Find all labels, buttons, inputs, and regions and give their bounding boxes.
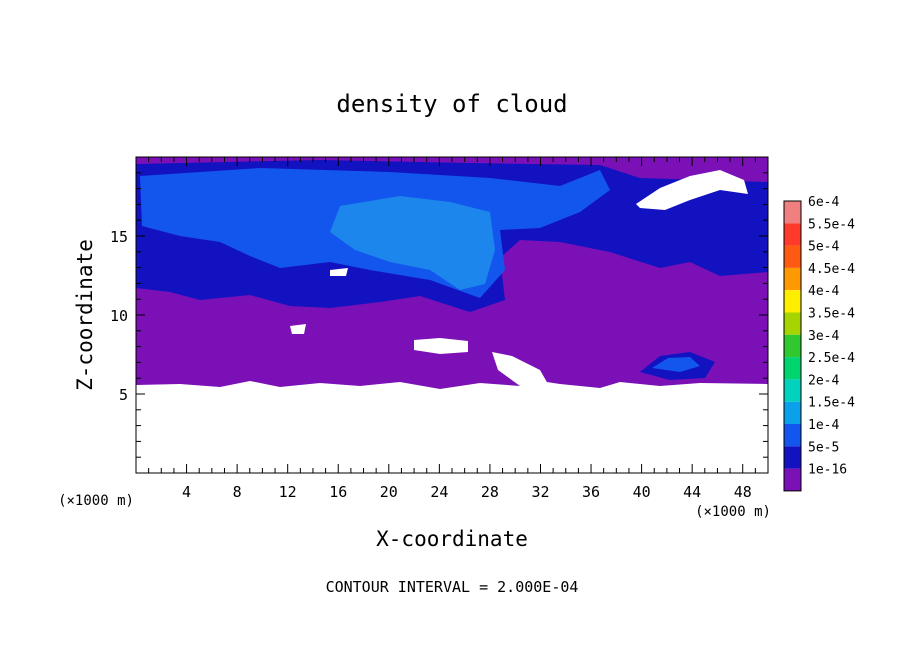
legend-label: 2.5e-4 xyxy=(808,351,855,366)
x-axis-ticks: 4 8 12 16 20 24 28 32 36 40 44 48 xyxy=(148,157,756,501)
legend-swatch xyxy=(784,245,801,268)
legend-label: 1.5e-4 xyxy=(808,396,855,411)
contour-patch xyxy=(652,357,700,372)
legend-swatch xyxy=(784,468,801,491)
legend-swatch xyxy=(784,201,801,224)
legend-swatch xyxy=(784,334,801,358)
x-tick-label: 16 xyxy=(329,483,347,501)
legend-label: 4.5e-4 xyxy=(808,262,855,277)
legend-label: 3e-4 xyxy=(808,329,839,344)
legend-swatch xyxy=(784,379,801,402)
legend-label: 6e-4 xyxy=(808,195,839,210)
x-tick-label: 24 xyxy=(430,483,448,501)
y-tick-label: 15 xyxy=(110,228,128,246)
legend-swatch xyxy=(784,424,801,447)
cloud-gap xyxy=(290,324,306,334)
legend-label: 4e-4 xyxy=(808,284,839,299)
x-tick-label: 44 xyxy=(683,483,701,501)
legend-label: 2e-4 xyxy=(808,373,839,388)
legend-swatch xyxy=(784,223,801,246)
legend-swatch xyxy=(784,357,801,380)
legend-label: 5e-4 xyxy=(808,240,839,255)
legend-swatch xyxy=(784,312,801,335)
x-axis-unit-left: (×1000 m) xyxy=(58,493,134,509)
cloud-gap xyxy=(414,338,468,354)
y-tick-label: 10 xyxy=(110,307,128,325)
y-axis-ticks: 5 10 15 xyxy=(110,172,768,458)
x-tick-label: 28 xyxy=(481,483,499,501)
legend-label: 5e-5 xyxy=(808,440,839,455)
x-tick-label: 4 xyxy=(182,483,191,501)
legend-swatch xyxy=(784,446,801,469)
legend-swatch xyxy=(784,290,801,313)
cloud-gap xyxy=(636,170,748,210)
x-axis-unit-right: (×1000 m) xyxy=(695,504,771,520)
cloud-gap xyxy=(492,352,548,386)
y-tick-label: 5 xyxy=(119,386,128,404)
x-axis-title: X-coordinate xyxy=(376,527,528,551)
contour-interval: CONTOUR INTERVAL = 2.000E-04 xyxy=(326,578,579,596)
x-tick-label: 48 xyxy=(734,483,752,501)
y-axis-title: Z-coordinate xyxy=(73,239,97,391)
cloud-gap xyxy=(330,268,348,276)
legend-label: 1e-4 xyxy=(808,418,839,433)
color-legend: 6e-4 5.5e-4 5e-4 4.5e-4 4e-4 3.5e-4 3e-4 2.5e-4… xyxy=(783,195,855,492)
x-tick-label: 12 xyxy=(279,483,297,501)
legend-frame xyxy=(783,200,802,492)
x-tick-label: 36 xyxy=(582,483,600,501)
contour-level-1.5e-4 xyxy=(330,196,495,290)
cloud-density-field xyxy=(136,157,768,389)
chart-title: density of cloud xyxy=(336,90,567,118)
x-tick-label: 40 xyxy=(633,483,651,501)
legend-swatch xyxy=(784,267,801,291)
x-tick-label: 8 xyxy=(233,483,242,501)
legend-label: 3.5e-4 xyxy=(808,307,855,322)
x-tick-label: 32 xyxy=(531,483,549,501)
x-tick-label: 20 xyxy=(380,483,398,501)
legend-label: 1e-16 xyxy=(808,463,847,478)
legend-swatch xyxy=(784,401,801,424)
legend-label: 5.5e-4 xyxy=(808,217,855,232)
